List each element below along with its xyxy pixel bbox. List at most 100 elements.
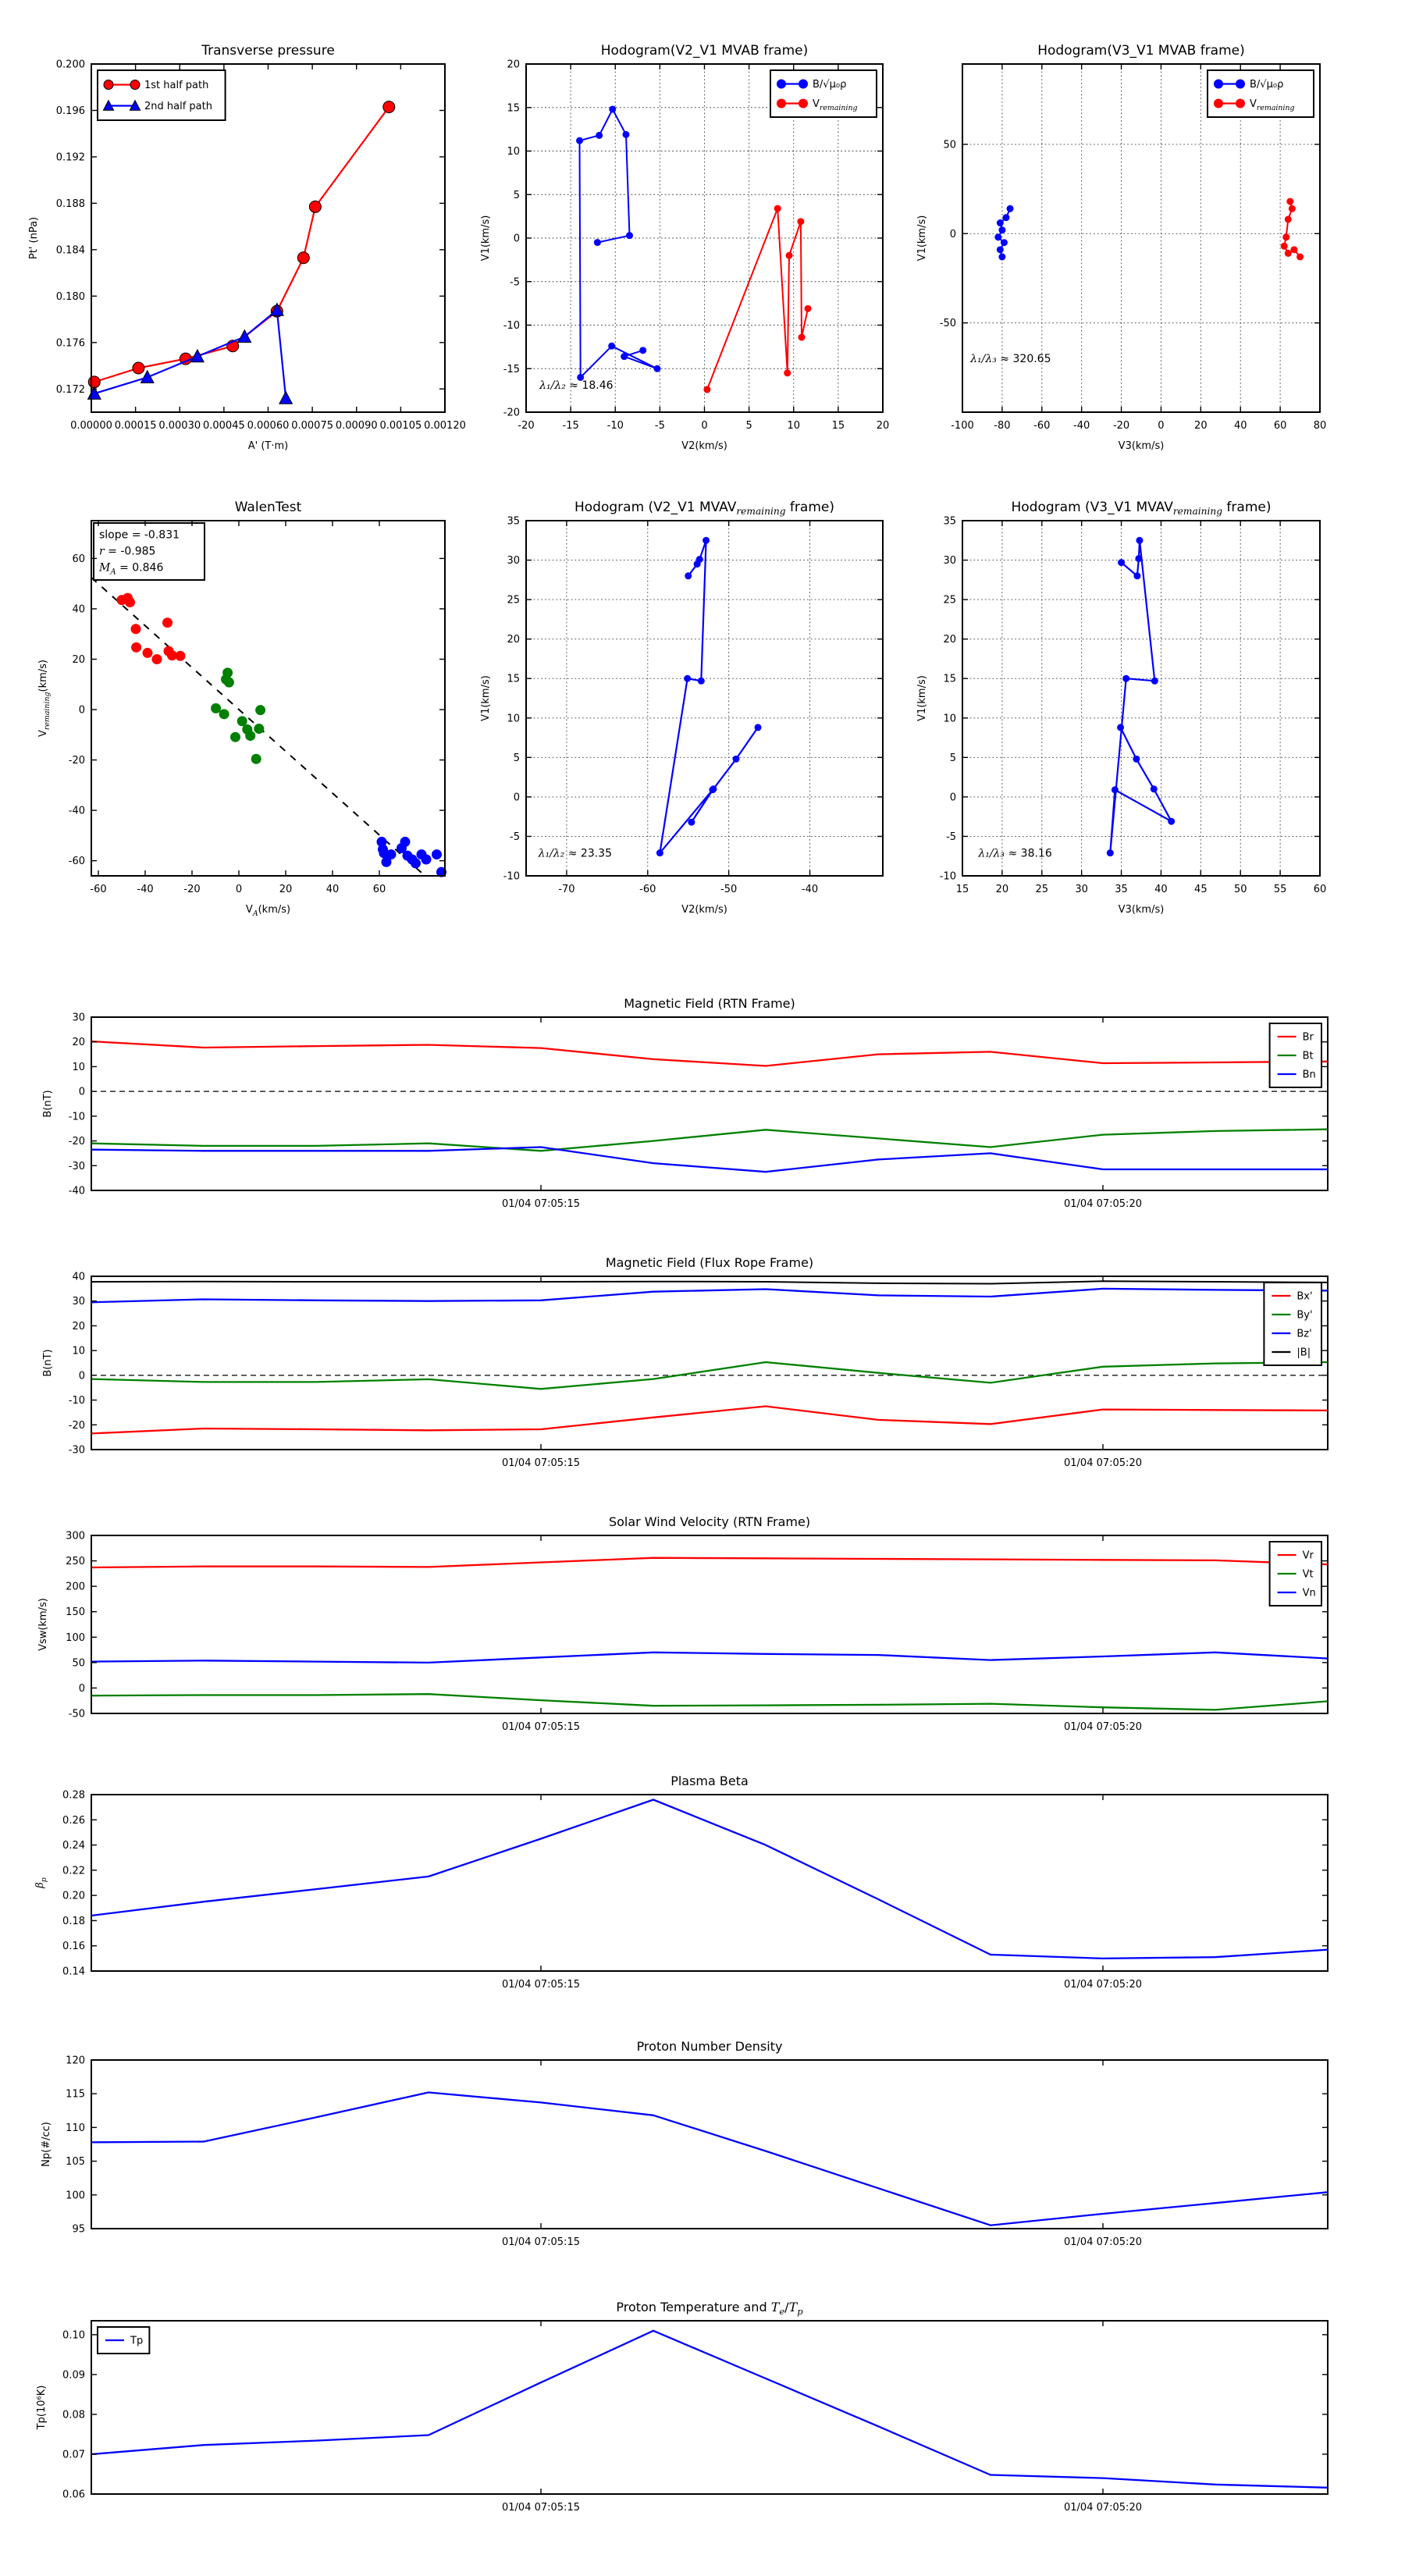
marker-dot bbox=[1111, 786, 1119, 794]
stats-line: r = -0.985 bbox=[99, 546, 155, 558]
series-vn bbox=[91, 1651, 1329, 1664]
y-tick-label: 0.188 bbox=[56, 198, 85, 210]
series-bz- bbox=[91, 1287, 1329, 1304]
x-tick-label: 5 bbox=[745, 420, 752, 432]
x-tick-label: 25 bbox=[1036, 884, 1049, 895]
legend-label: Bt bbox=[1303, 1051, 1314, 1062]
marker-circle bbox=[103, 80, 114, 90]
y-tick-label: 30 bbox=[72, 1296, 85, 1308]
chart-transverse-pressure: 1st half path 2nd half path 0.00000 0.00015… bbox=[28, 43, 466, 452]
chart-hodogram-v3v1-mvab: λ₁/λ₃ ≈ 320.65 B/√μ₀ρ Vremaining -100 -80 -60… bbox=[916, 43, 1326, 452]
plot-background bbox=[91, 1535, 1328, 1713]
y-tick-label: -5 bbox=[946, 831, 956, 843]
series--b- bbox=[91, 1280, 1329, 1285]
series-v2-v1-path bbox=[656, 536, 762, 857]
chart-b-rtn: Br Bt Bn 01/04 07:05:15 01/04 07:05:20 -40 -30… bbox=[42, 996, 1329, 1210]
stats-box bbox=[93, 522, 205, 581]
y-tick-label: 0.196 bbox=[56, 105, 85, 117]
marker-dot bbox=[609, 105, 617, 113]
marker-dot bbox=[1290, 246, 1298, 254]
marker-dot bbox=[608, 342, 616, 350]
annotation: λ₁/λ₂ ≈ 18.46 bbox=[539, 379, 614, 392]
y-tick-label: 20 bbox=[943, 634, 956, 646]
chart-title: WalenTest bbox=[235, 500, 302, 515]
marker-dot bbox=[695, 556, 703, 564]
y-tick-label: 0 bbox=[79, 1370, 85, 1382]
legend: B/√μ₀ρ Vremaining bbox=[1207, 69, 1314, 118]
marker-dot bbox=[219, 709, 229, 720]
x-tick-label: 0.00105 bbox=[379, 420, 422, 432]
x-tick-label: 0 bbox=[701, 420, 707, 432]
x-tick-label: 01/04 07:05:20 bbox=[1064, 1721, 1142, 1733]
marker-dot bbox=[697, 677, 705, 685]
marker-dot bbox=[626, 232, 634, 240]
marker-dot bbox=[1288, 205, 1296, 212]
chart-title: Transverse pressure bbox=[201, 43, 335, 59]
legend-label: Tp bbox=[130, 2336, 143, 2347]
series-np bbox=[91, 2091, 1329, 2226]
chart-walen-test: slope = -0.831 r = -0.985 MA = 0.846 -60 -40… bbox=[37, 500, 446, 918]
y-tick-label: 105 bbox=[66, 2156, 85, 2168]
chart-title: Magnetic Field (RTN Frame) bbox=[624, 996, 795, 1011]
y-tick-label: 40 bbox=[72, 603, 85, 615]
y-axis-label: V1(km/s) bbox=[480, 215, 492, 262]
marker-dot bbox=[639, 347, 647, 354]
y-tick-label: 0 bbox=[514, 792, 520, 803]
y-tick-label: 0.07 bbox=[62, 2449, 85, 2460]
legend-label: Vn bbox=[1303, 1588, 1316, 1599]
marker-dot bbox=[1214, 98, 1223, 109]
y-tick-label: 250 bbox=[66, 1556, 85, 1567]
marker-dot bbox=[799, 98, 808, 109]
y-tick-label: 5 bbox=[950, 753, 956, 764]
y-tick-label: -10 bbox=[69, 1395, 85, 1407]
marker-dot bbox=[436, 866, 446, 877]
stats-line: slope = -0.831 bbox=[99, 529, 180, 542]
marker-dot bbox=[685, 572, 692, 580]
marker-dot bbox=[777, 98, 786, 109]
marker-dot bbox=[1133, 572, 1141, 580]
marker-dot bbox=[998, 253, 1006, 261]
x-tick-label: 35 bbox=[1115, 884, 1128, 895]
series-br bbox=[91, 1040, 1329, 1067]
x-tick-label: -15 bbox=[563, 420, 579, 432]
legend-label: Bz' bbox=[1297, 1329, 1311, 1340]
chart-title: Proton Number Density bbox=[637, 2039, 783, 2054]
y-tick-label: -10 bbox=[503, 320, 520, 332]
y-tick-label: 35 bbox=[943, 516, 956, 528]
marker-dot bbox=[754, 724, 762, 731]
x-tick-label: 0.00030 bbox=[158, 420, 201, 432]
y-axis-label: Pt' (nPa) bbox=[28, 217, 40, 259]
marker-dot bbox=[710, 785, 717, 793]
marker-dot bbox=[1168, 817, 1176, 825]
y-tick-label: -30 bbox=[69, 1445, 85, 1457]
marker-dot bbox=[996, 246, 1004, 254]
marker-dot bbox=[175, 650, 186, 661]
x-tick-label: 15 bbox=[956, 884, 969, 895]
marker-dot bbox=[432, 849, 442, 860]
axes-frame bbox=[91, 1016, 1329, 1191]
y-tick-label: 0.09 bbox=[62, 2369, 85, 2381]
marker-dot bbox=[251, 753, 261, 764]
y-tick-label: 20 bbox=[507, 59, 520, 71]
annotation: λ₁/λ₂ ≈ 23.35 bbox=[538, 848, 612, 860]
legend: B/√μ₀ρ Vremaining bbox=[770, 69, 877, 118]
y-tick-label: 0.18 bbox=[62, 1916, 85, 1927]
x-tick-label: 20 bbox=[279, 884, 293, 895]
y-tick-label: 0 bbox=[79, 1087, 85, 1098]
y-tick-label: 60 bbox=[72, 553, 85, 565]
marker-dot bbox=[702, 536, 710, 544]
y-tick-label: 0 bbox=[950, 229, 956, 240]
series-line bbox=[91, 1361, 1329, 1390]
marker-triangle bbox=[102, 99, 115, 111]
marker-dot bbox=[1136, 536, 1144, 544]
y-tick-label: 10 bbox=[507, 146, 520, 158]
marker-dot bbox=[1284, 215, 1292, 223]
y-tick-label: 0.08 bbox=[62, 2409, 85, 2421]
y-tick-label: 200 bbox=[66, 1582, 85, 1593]
y-tick-label: 0.24 bbox=[62, 1840, 85, 1852]
x-tick-label: 15 bbox=[832, 420, 845, 432]
marker-dot bbox=[688, 818, 695, 826]
y-tick-label: 110 bbox=[66, 2122, 85, 2134]
y-tick-label: -20 bbox=[69, 1420, 85, 1432]
